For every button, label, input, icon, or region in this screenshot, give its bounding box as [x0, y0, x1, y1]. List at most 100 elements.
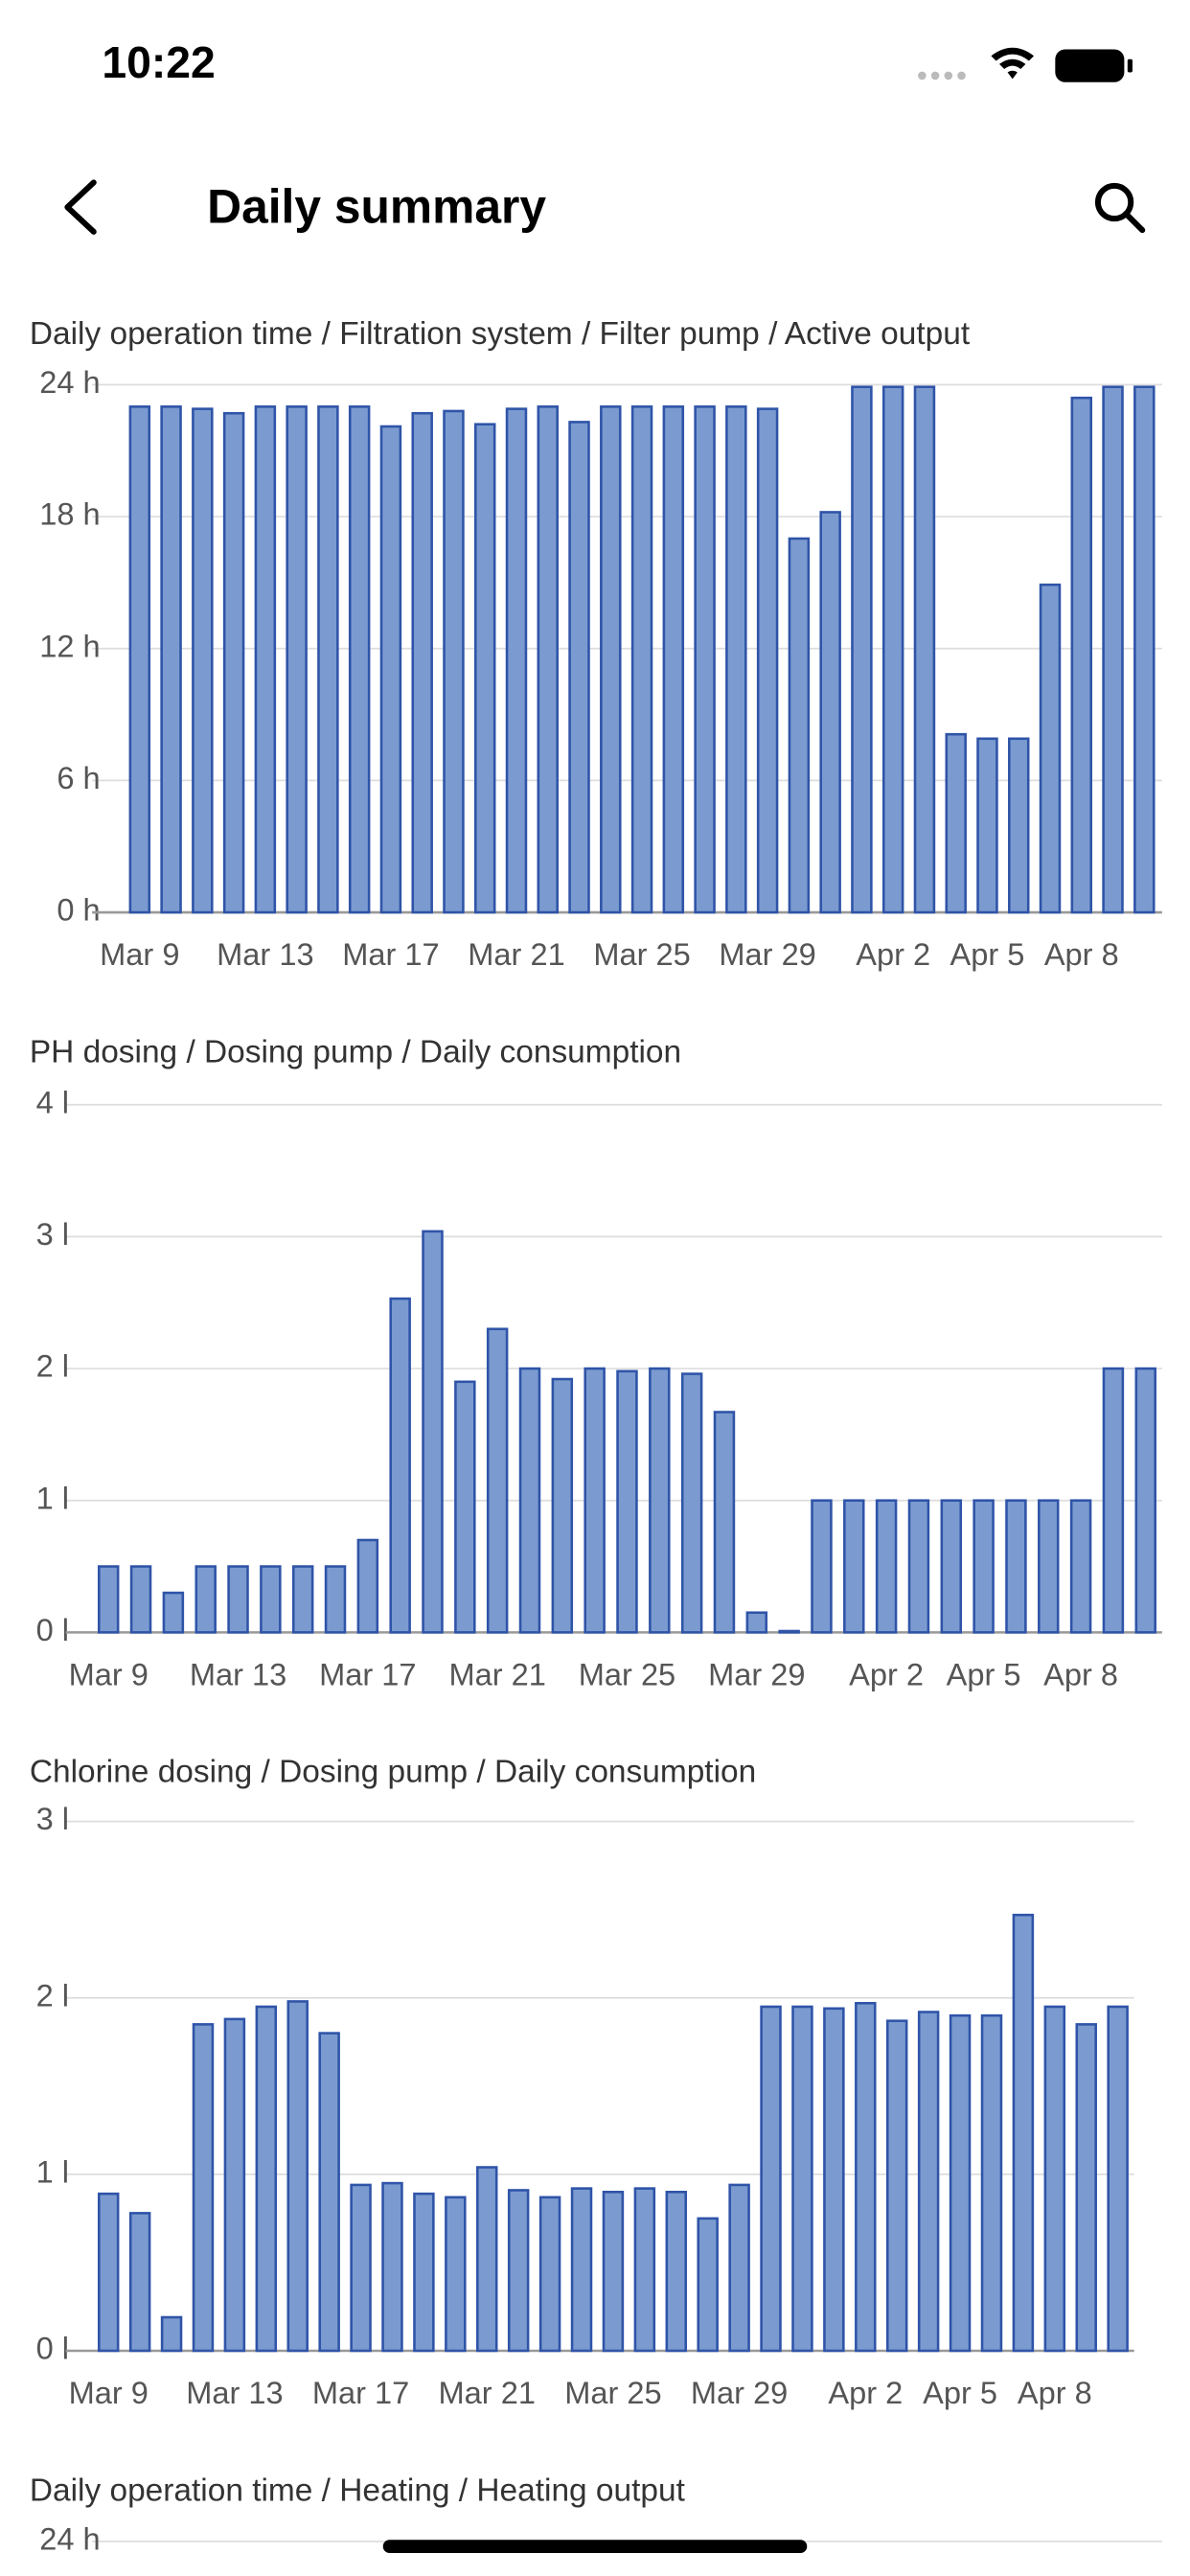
bar: [973, 1499, 995, 1634]
bar: [945, 732, 967, 914]
x-tick-label: Apr 5: [950, 936, 1025, 972]
chart-title: Daily operation time / Heating / Heating…: [30, 2472, 686, 2508]
bar: [843, 1499, 865, 1634]
x-tick-label: Apr 8: [1044, 936, 1119, 972]
bar: [600, 405, 622, 914]
chart-title: Daily operation time / Filtration system…: [30, 316, 971, 352]
y-tick-label: 2 l: [36, 1977, 69, 2012]
bar: [697, 2217, 719, 2353]
bar: [518, 1367, 541, 1634]
search-button[interactable]: [1094, 182, 1146, 234]
bar: [680, 1372, 703, 1634]
bar: [486, 1327, 509, 1634]
bar: [1075, 2023, 1097, 2353]
back-button[interactable]: [64, 179, 97, 235]
bar: [318, 2032, 340, 2353]
bar: [162, 1591, 185, 1634]
bar: [633, 2187, 656, 2353]
bar: [505, 407, 528, 914]
x-tick-label: Mar 21: [439, 2375, 536, 2410]
bar: [728, 2183, 750, 2353]
bar: [128, 405, 151, 914]
x-tick-label: Apr 5: [947, 1656, 1021, 1691]
bar: [260, 1565, 282, 1634]
bar: [976, 737, 998, 914]
bar: [791, 2005, 813, 2353]
bar: [788, 537, 811, 914]
bar: [411, 411, 433, 914]
bar: [584, 1367, 606, 1634]
y-tick-label: 1 l: [36, 1480, 69, 1515]
x-tick-label: Apr 5: [923, 2375, 997, 2410]
x-tick-label: Mar 21: [448, 1656, 545, 1691]
x-tick-label: Mar 25: [564, 2375, 661, 2410]
bar: [881, 385, 904, 914]
x-tick-label: Mar 29: [719, 936, 815, 972]
bar: [443, 409, 465, 914]
bar: [227, 1565, 249, 1634]
bar: [507, 2189, 530, 2353]
x-tick-label: Apr 2: [849, 1656, 924, 1691]
bar: [760, 2005, 782, 2353]
bar: [413, 2192, 435, 2353]
bar: [291, 1565, 314, 1634]
x-tick-label: Mar 17: [312, 2375, 409, 2410]
bar: [885, 2019, 908, 2353]
x-tick-label: Mar 13: [190, 1656, 286, 1691]
bar: [476, 2166, 498, 2353]
y-tick-label: 24 h: [39, 364, 100, 400]
bar: [568, 421, 590, 914]
y-tick-label: 0 l: [36, 2331, 69, 2366]
x-tick-label: Mar 29: [691, 2375, 788, 2410]
y-tick-label: 2 l: [36, 1348, 69, 1384]
bar: [1005, 1499, 1027, 1634]
x-tick-label: Mar 9: [100, 936, 179, 972]
home-indicator: [382, 2540, 808, 2553]
bar: [389, 1297, 411, 1634]
bar: [649, 1367, 671, 1634]
chart-title: Chlorine dosing / Dosing pump / Daily co…: [30, 1755, 756, 1790]
bar: [195, 1565, 217, 1634]
bar: [1107, 2005, 1129, 2353]
x-tick-label: Mar 17: [342, 936, 439, 972]
bar: [222, 411, 245, 914]
status-time: 10:22: [102, 37, 215, 87]
bar: [1008, 737, 1030, 914]
bar: [348, 405, 371, 914]
bar: [379, 425, 402, 914]
bar: [907, 1499, 930, 1634]
chart-title: PH dosing / Dosing pump / Daily consumpt…: [30, 1034, 681, 1070]
x-tick-label: Apr 8: [1018, 2375, 1092, 2410]
y-tick-label: 6 h: [57, 760, 100, 795]
y-tick-label: 24 h: [39, 2521, 100, 2557]
bar: [286, 2000, 309, 2353]
charts: Daily operation time / Filtration system…: [30, 316, 1162, 2557]
x-tick-label: Apr 2: [856, 936, 930, 972]
y-tick-label: 0 h: [57, 892, 100, 928]
bar: [454, 1380, 476, 1634]
x-tick-label: Mar 25: [593, 936, 690, 972]
bar: [473, 423, 496, 914]
status-icons: [918, 47, 1133, 82]
bar: [324, 1565, 347, 1634]
bar: [445, 2196, 467, 2353]
page-title: Daily summary: [207, 180, 546, 234]
bar: [725, 405, 747, 914]
x-tick-label: Mar 29: [708, 1656, 805, 1691]
bar: [694, 405, 716, 914]
bar: [913, 385, 936, 914]
bar: [823, 2007, 845, 2353]
y-tick-label: 3 l: [36, 1216, 69, 1252]
bar: [602, 2191, 625, 2353]
x-tick-label: Apr 2: [828, 2375, 903, 2410]
bar: [317, 405, 339, 914]
bar: [350, 2183, 372, 2353]
bar: [160, 2315, 183, 2353]
bar: [286, 405, 308, 914]
bar: [1039, 583, 1062, 914]
bar: [255, 2005, 278, 2353]
bar: [665, 2191, 688, 2353]
bar: [97, 1565, 120, 1634]
x-tick-label: Mar 17: [319, 1656, 416, 1691]
